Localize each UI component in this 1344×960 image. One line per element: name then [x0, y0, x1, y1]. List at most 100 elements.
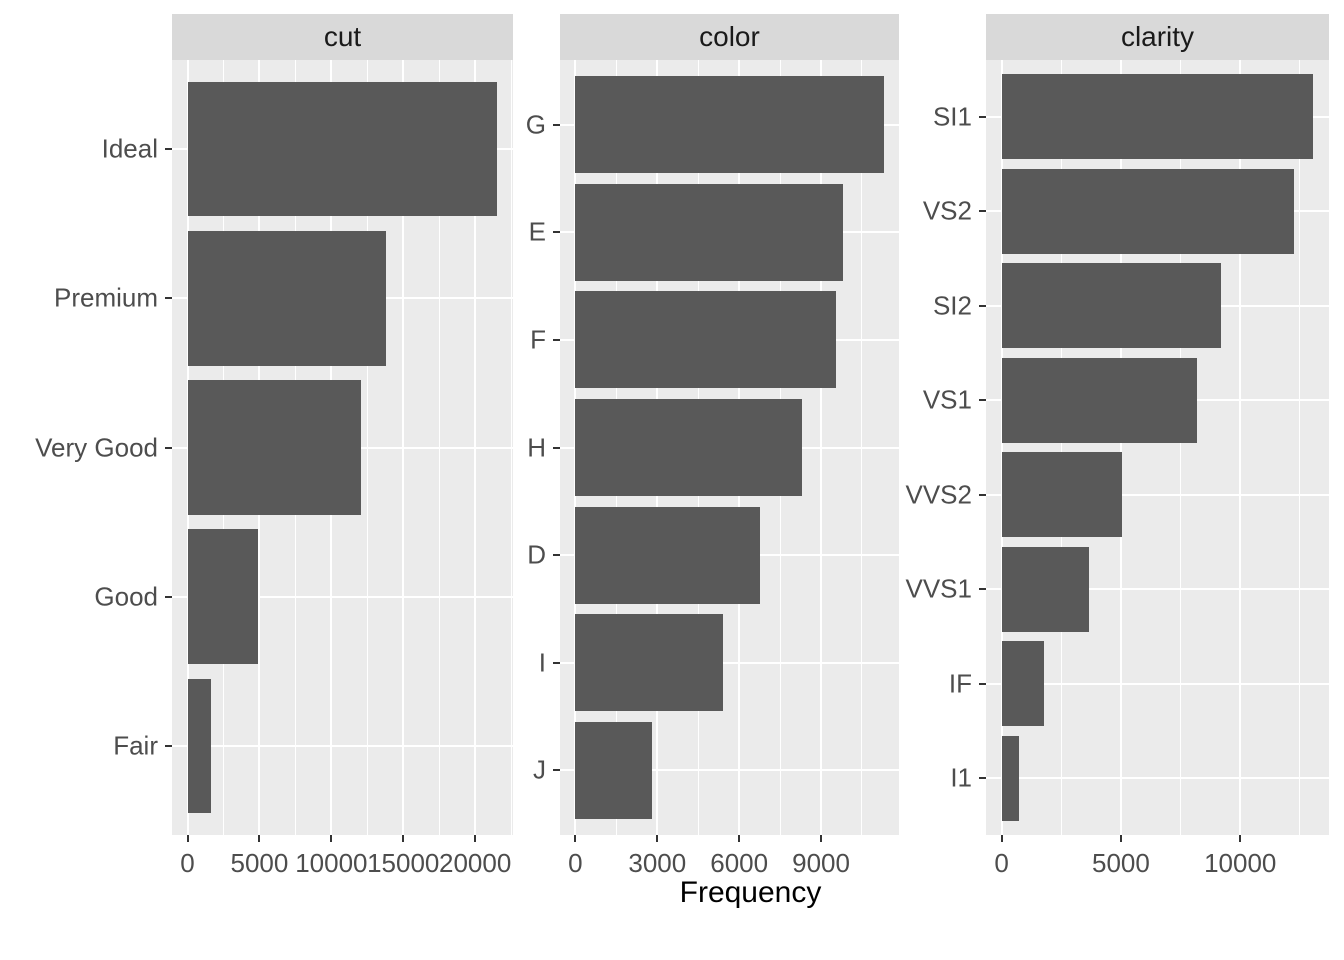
y-tick-label: Very Good: [35, 432, 158, 462]
y-tick: [165, 297, 172, 300]
y-tick: [979, 399, 986, 402]
x-gridline-minor: [615, 60, 617, 835]
bar: [1001, 452, 1123, 538]
x-tick-label: 0: [994, 848, 1009, 878]
y-tick: [165, 446, 172, 449]
panel-color: [560, 60, 899, 835]
y-gridline-major: [986, 777, 1329, 780]
facet-strip-clarity: clarity: [986, 14, 1329, 60]
bar: [187, 529, 259, 664]
x-gridline-major: [474, 60, 477, 835]
bar: [187, 231, 386, 366]
x-tick-label: 10000: [295, 848, 368, 878]
y-gridline-major: [986, 115, 1329, 118]
y-tick-label: F: [530, 324, 546, 355]
y-tick-label: VVS2: [905, 479, 973, 510]
y-tick-label: H: [527, 432, 546, 462]
x-gridline-major: [1119, 60, 1122, 835]
y-tick: [165, 744, 172, 747]
bar: [575, 506, 761, 604]
y-gridline-major: [172, 446, 513, 449]
y-gridline-major: [172, 595, 513, 598]
y-gridline-major: [560, 338, 899, 341]
bar: [1001, 263, 1222, 349]
x-tick-label: 5000: [230, 848, 289, 878]
x-gridline-minor: [1180, 60, 1182, 835]
x-tick-label: 3000: [628, 848, 687, 878]
x-tick: [1119, 835, 1122, 842]
x-tick: [186, 835, 189, 842]
y-gridline-major: [986, 210, 1329, 213]
bar: [1001, 74, 1314, 160]
y-tick-label: Ideal: [101, 133, 158, 164]
x-tick-label: 20000: [439, 848, 512, 878]
x-gridline-major: [1000, 60, 1003, 835]
bar: [575, 721, 653, 819]
y-tick: [979, 682, 986, 685]
y-gridline-major: [560, 769, 899, 772]
y-gridline-major: [560, 446, 899, 449]
y-tick: [979, 588, 986, 591]
x-gridline-minor: [294, 60, 296, 835]
x-gridline-major: [186, 60, 189, 835]
bar: [1001, 357, 1197, 443]
x-axis-title: Frequency: [679, 876, 822, 909]
y-tick-label: VS1: [922, 384, 972, 415]
x-gridline-minor: [779, 60, 781, 835]
x-gridline-minor: [438, 60, 440, 835]
x-tick-label: 15000: [367, 848, 440, 878]
y-tick-label: VS2: [922, 195, 972, 226]
y-tick: [553, 554, 560, 557]
y-tick: [979, 493, 986, 496]
x-tick: [1000, 835, 1003, 842]
x-tick: [656, 835, 659, 842]
y-tick: [553, 338, 560, 341]
bar: [575, 76, 884, 174]
x-tick: [258, 835, 261, 842]
y-tick: [553, 446, 560, 449]
y-gridline-major: [986, 304, 1329, 307]
bar: [575, 183, 843, 281]
x-tick: [820, 835, 823, 842]
x-tick: [474, 835, 477, 842]
y-gridline-major: [172, 744, 513, 747]
facet-strip-label: color: [699, 21, 760, 52]
y-tick: [165, 595, 172, 598]
y-tick-label: E: [528, 216, 546, 247]
y-tick-label: SI1: [932, 101, 972, 132]
y-tick: [979, 210, 986, 213]
x-gridline-minor: [1060, 60, 1062, 835]
y-tick: [553, 231, 560, 234]
y-gridline-major: [986, 399, 1329, 402]
y-tick-label: I1: [950, 762, 972, 793]
y-tick-label: Premium: [53, 282, 158, 313]
y-tick: [165, 148, 172, 151]
bar: [575, 291, 836, 389]
bar: [1001, 735, 1020, 821]
bar: [1001, 168, 1295, 254]
y-tick-label: SI2: [932, 290, 972, 321]
x-tick: [1239, 835, 1242, 842]
facet-strip-cut: cut: [172, 14, 513, 60]
x-gridline-minor: [222, 60, 224, 835]
y-tick-label: I: [538, 647, 546, 678]
facet-strip-color: color: [560, 14, 899, 60]
y-gridline-major: [172, 148, 513, 151]
panel-clarity: [986, 60, 1329, 835]
x-gridline-major: [258, 60, 261, 835]
y-gridline-major: [560, 661, 899, 664]
x-gridline-minor: [697, 60, 699, 835]
x-gridline-minor: [1299, 60, 1301, 835]
y-gridline-major: [986, 493, 1329, 496]
x-tick: [738, 835, 741, 842]
y-tick: [553, 769, 560, 772]
facet-strip-label: clarity: [1120, 21, 1195, 52]
x-gridline-minor: [861, 60, 863, 835]
y-tick: [553, 123, 560, 126]
x-tick: [402, 835, 405, 842]
facet-strip-label: cut: [323, 21, 362, 52]
y-gridline-major: [560, 123, 899, 126]
x-tick-label: 0: [180, 848, 195, 878]
